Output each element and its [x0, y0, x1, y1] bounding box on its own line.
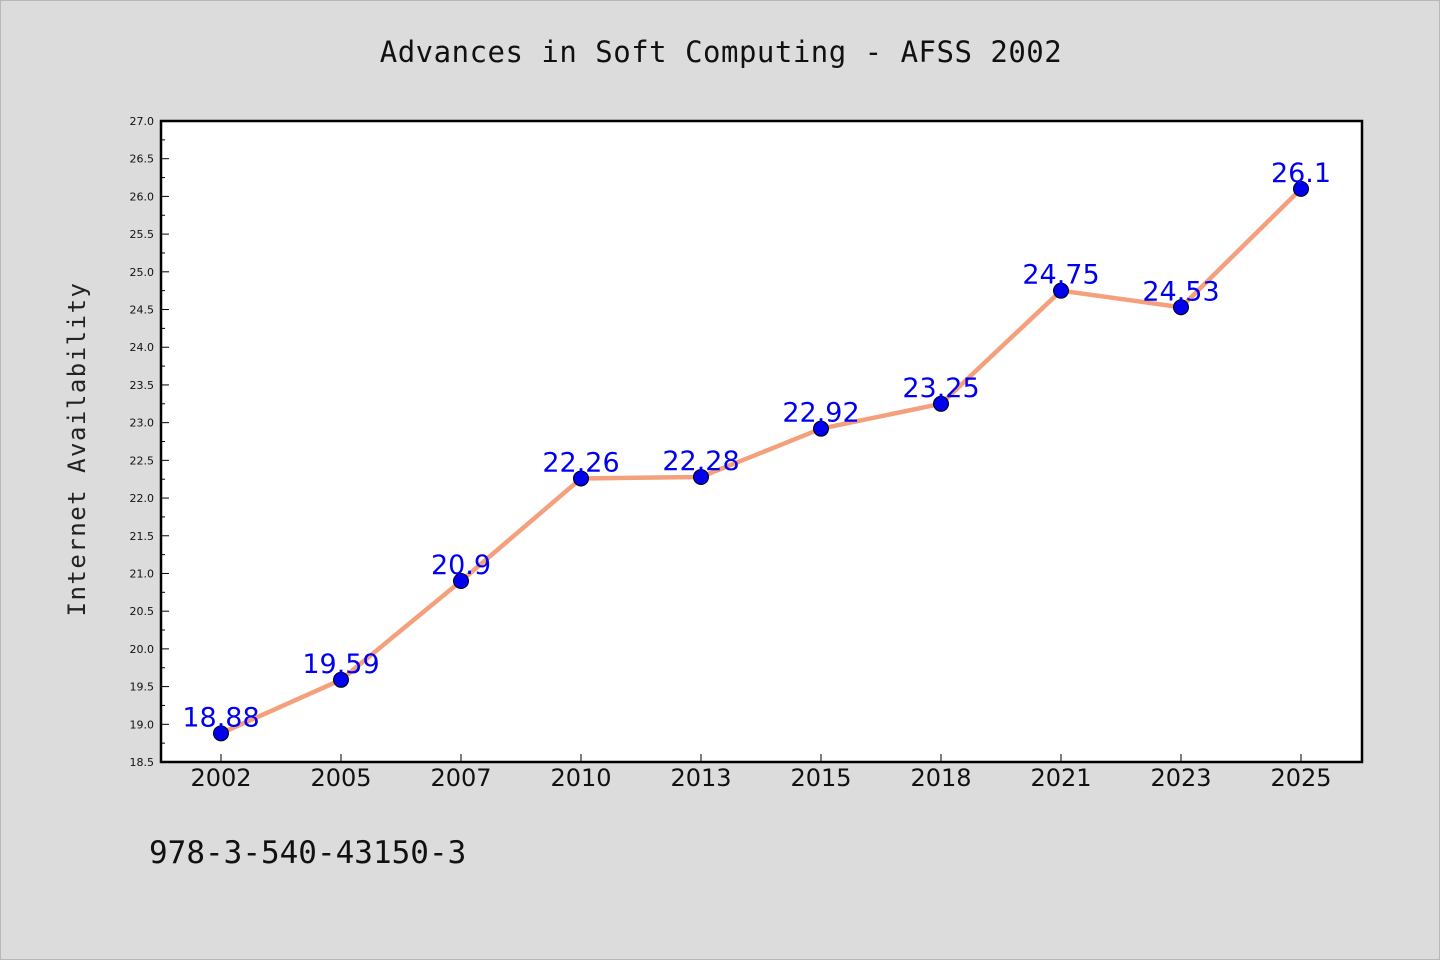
data-label: 18.88 — [182, 702, 259, 733]
data-label: 22.28 — [662, 446, 739, 477]
y-tick-label: 25.0 — [130, 266, 155, 279]
x-tick-label: 2021 — [1030, 764, 1091, 792]
x-tick-label: 2013 — [670, 764, 731, 792]
data-label: 22.92 — [782, 398, 859, 429]
x-tick-label: 2005 — [310, 764, 371, 792]
x-tick-label: 2010 — [550, 764, 611, 792]
data-label: 19.59 — [302, 649, 379, 680]
data-point — [1173, 299, 1189, 316]
y-tick-label: 22.5 — [130, 454, 155, 467]
y-tick-label: 19.0 — [130, 718, 155, 731]
y-tick-label: 21.5 — [130, 530, 155, 543]
x-tick-label: 2007 — [430, 764, 491, 792]
y-tick-label: 26.5 — [130, 153, 155, 166]
data-label: 26.1 — [1271, 158, 1331, 189]
y-tick-label: 24.5 — [130, 304, 155, 317]
x-tick-label: 2002 — [190, 764, 251, 792]
x-tick-label: 2015 — [790, 764, 851, 792]
y-tick-label: 19.5 — [130, 681, 155, 694]
data-point — [693, 468, 709, 485]
chart-title: Advances in Soft Computing - AFSS 2002 — [379, 35, 1063, 69]
data-point — [813, 420, 829, 437]
y-tick-label: 20.0 — [130, 643, 155, 656]
data-point — [333, 671, 349, 688]
series-line — [218, 186, 1304, 736]
y-tick-label: 24.0 — [130, 341, 155, 354]
data-label: 24.75 — [1022, 260, 1099, 291]
y-tick-label: 23.0 — [130, 417, 155, 430]
data-label: 24.53 — [1142, 276, 1219, 307]
y-tick-label: 20.5 — [130, 605, 155, 618]
x-tick-label: 2018 — [910, 764, 971, 792]
data-label: 23.25 — [902, 373, 979, 404]
data-point — [1293, 180, 1309, 197]
data-label: 20.9 — [431, 550, 491, 581]
data-point — [933, 395, 949, 412]
y-tick-label: 21.0 — [130, 567, 155, 580]
y-tick-label: 23.5 — [130, 379, 155, 392]
data-point — [1053, 282, 1069, 299]
data-point — [213, 725, 229, 742]
data-point — [453, 573, 469, 590]
plot-frame — [159, 119, 1364, 764]
x-tick-label: 2023 — [1150, 764, 1211, 792]
y-tick-label: 25.5 — [130, 228, 155, 241]
y-tick-label: 22.0 — [130, 492, 155, 505]
data-point — [573, 470, 589, 487]
footer-isbn: 978-3-540-43150-3 — [149, 835, 467, 871]
y-tick-label: 26.0 — [130, 190, 155, 203]
data-label: 22.26 — [542, 447, 619, 478]
x-tick-label: 2025 — [1270, 764, 1331, 792]
y-tick-label: 27.0 — [130, 115, 155, 128]
plot-area — [161, 121, 1362, 762]
y-tick-label: 18.5 — [130, 756, 155, 769]
